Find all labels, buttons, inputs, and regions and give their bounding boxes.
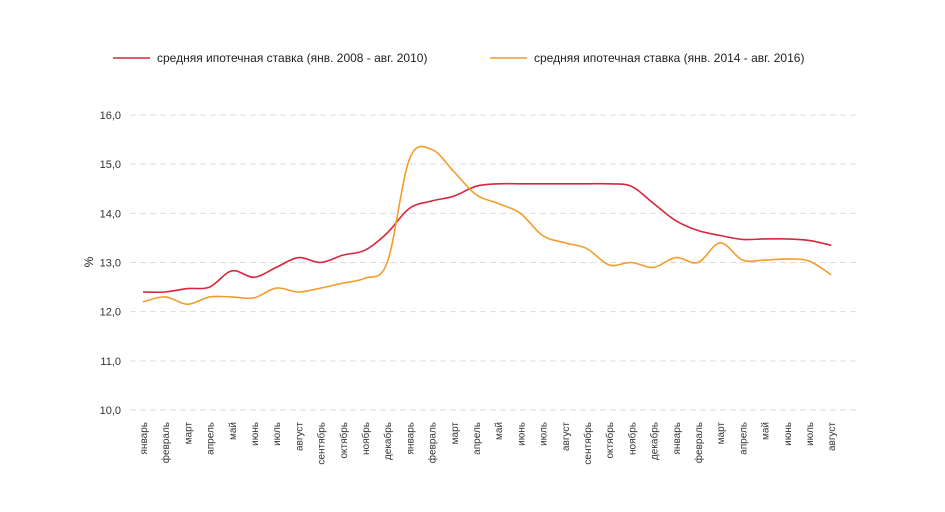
legend-label-series-1: средняя ипотечная ставка (янв. 2008 - ав… — [157, 51, 427, 65]
x-tick-label: февраль — [160, 422, 172, 463]
legend-label-series-2: средняя ипотечная ставка (янв. 2014 - ав… — [534, 51, 804, 65]
x-tick-label: февраль — [693, 422, 705, 463]
x-tick-label: март — [183, 422, 194, 445]
x-tick-label: март — [450, 422, 461, 445]
x-tick-label: сентябрь — [582, 422, 594, 465]
x-tick-label: июль — [272, 422, 283, 446]
y-tick-label: 15,0 — [100, 159, 121, 171]
x-tick-labels: январь февраль март апрель май июнь июль август… — [139, 422, 838, 465]
x-tick-label: июль — [805, 422, 816, 446]
series-line-2 — [142, 145, 832, 306]
grid-lines — [130, 114, 858, 411]
x-tick-label: апрель — [472, 422, 483, 455]
x-tick-label: август — [827, 422, 838, 451]
x-tick-label: май — [761, 422, 772, 440]
x-tick-label: февраль — [427, 422, 439, 463]
x-tick-label: июнь — [783, 422, 794, 446]
x-tick-label: июнь — [250, 422, 261, 446]
y-tick-label: 12,0 — [100, 307, 121, 319]
x-tick-label: сентябрь — [316, 422, 328, 465]
x-tick-label: октябрь — [338, 422, 350, 459]
legend: средняя ипотечная ставка (янв. 2008 - ав… — [113, 51, 804, 65]
y-tick-label: 11,0 — [100, 356, 121, 368]
x-tick-label: декабрь — [382, 422, 394, 460]
y-tick-label: 16,0 — [100, 110, 121, 122]
x-tick-label: июнь — [516, 422, 527, 446]
x-tick-label: апрель — [206, 422, 217, 455]
x-tick-label: октябрь — [604, 422, 616, 459]
series-lines — [142, 145, 832, 306]
y-tick-label: 13,0 — [100, 258, 121, 270]
x-tick-label: май — [494, 422, 505, 440]
x-tick-label: январь — [672, 422, 683, 454]
x-tick-label: ноябрь — [360, 422, 372, 455]
x-tick-label: январь — [139, 422, 150, 454]
x-tick-label: декабрь — [649, 422, 661, 460]
x-tick-label: август — [294, 422, 305, 451]
x-tick-label: март — [716, 422, 727, 445]
x-tick-label: январь — [405, 422, 416, 454]
y-tick-label: 10,0 — [100, 405, 121, 417]
x-tick-label: июль — [539, 422, 550, 446]
y-tick-labels: 10,0 11,0 12,0 13,0 14,0 15,0 16,0 — [100, 110, 121, 417]
y-tick-label: 14,0 — [100, 208, 121, 220]
x-tick-label: апрель — [738, 422, 749, 455]
y-axis-label: % — [82, 256, 96, 267]
x-tick-label: август — [561, 422, 572, 451]
series-line-1 — [142, 182, 832, 294]
x-tick-label: ноябрь — [626, 422, 638, 455]
x-tick-label: май — [228, 422, 239, 440]
